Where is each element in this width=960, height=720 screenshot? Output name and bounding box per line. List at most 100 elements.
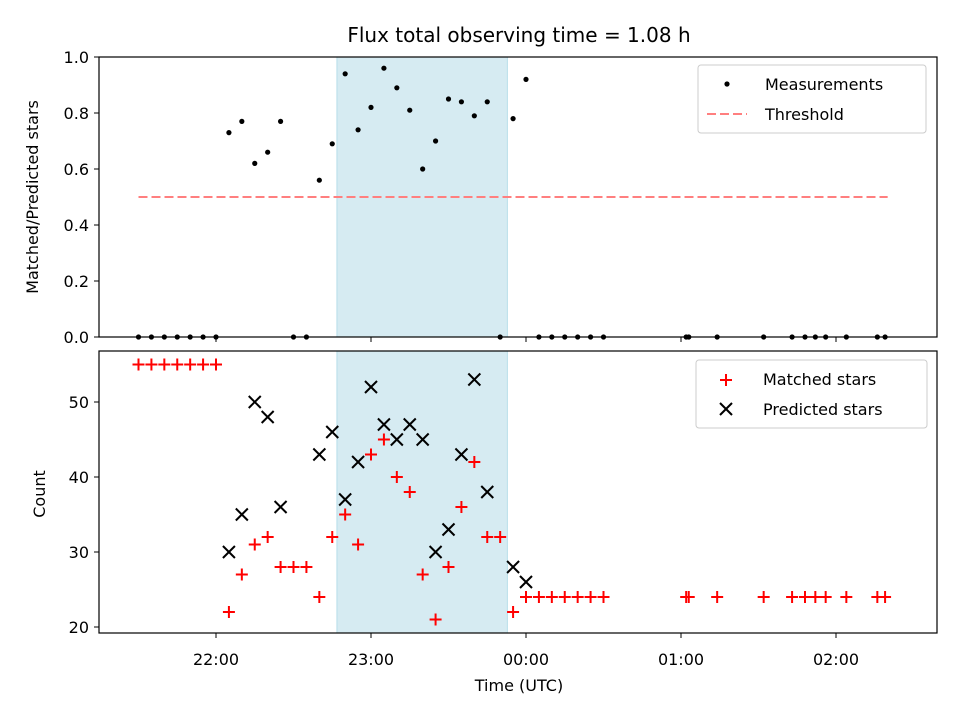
predicted-star-point: [480, 485, 494, 499]
matched-star-point: [442, 561, 455, 573]
predicted-star-point: [312, 447, 327, 462]
measurement-point: [342, 71, 348, 77]
measurement-point: [458, 99, 465, 105]
measurement-point: [510, 116, 516, 122]
measurement-point: [252, 160, 258, 166]
bottom-legend-box: [695, 359, 928, 429]
matched-star-point: [481, 531, 494, 543]
matched-star-point: [274, 561, 287, 573]
matched-star-point: [416, 568, 429, 581]
measurement-point: [432, 138, 439, 144]
measurement-point: [420, 166, 426, 172]
matched-star-point: [339, 508, 352, 521]
matched-star-point: [584, 591, 597, 603]
chart-title: Flux total observing time = 1.08 h: [347, 23, 690, 47]
bottom-legend: Matched stars Predicted stars: [695, 359, 928, 429]
matched-star-point: [507, 606, 520, 618]
predicted-star-point: [364, 380, 378, 394]
measurement-point: [394, 85, 400, 91]
matched-star-point: [809, 591, 822, 603]
measurement-point: [368, 104, 374, 110]
bottom-x-tick-label: 02:00: [813, 650, 859, 669]
bottom-x-ticks: 22:00 23:00 00:00 01:00 02:00: [193, 633, 859, 669]
legend-x-icon: [719, 402, 733, 416]
matched-star-point: [799, 591, 811, 603]
top-y-tick-label: 0.4: [64, 216, 89, 235]
matched-star-point: [210, 358, 222, 371]
top-panel: 0.0 0.2 0.4 0.6 0.8 1.0 Matched/Predicted sta…: [23, 48, 938, 347]
bottom-y-tick-label: 30: [69, 543, 89, 562]
top-y-ticks: 0.0 0.2 0.4 0.6 0.8 1.0: [64, 48, 99, 347]
predicted-star-point: [415, 432, 430, 447]
measurement-point: [316, 177, 322, 183]
bottom-y-ticks: 20 30 40 50: [69, 393, 99, 637]
matched-star-point: [132, 358, 145, 371]
matched-star-point: [184, 358, 197, 371]
x-axis-label: Time (UTC): [474, 676, 563, 695]
legend-label-matched: Matched stars: [763, 370, 876, 389]
matched-star-point: [145, 358, 158, 371]
matched-star-point: [682, 591, 695, 603]
matched-star-point: [287, 561, 300, 573]
bottom-axes-frame: [98, 350, 938, 634]
predicted-star-point: [441, 522, 456, 537]
matched-star-point: [840, 591, 853, 603]
matched-star-point: [365, 448, 377, 461]
bottom-x-tick-label: 23:00: [348, 650, 394, 669]
bottom-y-tick-label: 40: [69, 468, 89, 487]
matched-star-point: [757, 591, 770, 603]
measurement-point: [381, 65, 387, 71]
top-legend-box: [697, 64, 927, 134]
predicted-star-point: [428, 545, 443, 559]
top-y-axis-label: Matched/Predicted stars: [23, 100, 42, 294]
matched-star-point: [377, 433, 390, 446]
predicted-star-point: [248, 395, 262, 409]
measurement-point: [407, 107, 413, 113]
top-axes-frame: [98, 56, 938, 338]
bottom-x-tick-label: 01:00: [658, 650, 704, 669]
matched-star-point: [520, 591, 532, 603]
measurement-point: [471, 113, 477, 119]
predicted-star-point: [519, 575, 533, 589]
bottom-y-tick-label: 50: [69, 393, 89, 412]
measurement-point: [265, 149, 271, 155]
top-x-ticks: [215, 337, 837, 342]
top-y-tick-label: 1.0: [64, 48, 89, 67]
matched-star-point: [235, 568, 248, 581]
matched-star-point: [532, 591, 545, 603]
bottom-panel: 20 30 40 50 22:00 23:00 00:00 01:00 02:00 Count…: [30, 350, 938, 695]
matched-star-point: [558, 591, 571, 603]
matched-star-point: [455, 501, 468, 513]
top-y-tick-label: 0.8: [64, 104, 89, 123]
predicted-star-point: [377, 417, 391, 432]
top-y-tick-label: 0.6: [64, 160, 89, 179]
matched-star-point: [222, 606, 235, 618]
legend-label-threshold: Threshold: [764, 105, 844, 124]
bottom-y-axis-label: Count: [30, 470, 49, 518]
measurement-point: [226, 130, 232, 136]
predicted-star-point: [390, 432, 404, 447]
legend-label-measurements: Measurements: [765, 75, 883, 94]
predicted-star-point: [260, 410, 275, 424]
predicted-star-point: [403, 417, 417, 432]
matched-star-point: [158, 358, 171, 371]
matched-star-point: [468, 456, 481, 468]
legend-label-predicted: Predicted stars: [763, 400, 883, 419]
predicted-star-point: [325, 425, 339, 439]
predicted-star-points: [222, 372, 533, 589]
predicted-star-point: [273, 500, 288, 514]
legend-plus-icon: [720, 374, 732, 386]
matched-star-point: [597, 591, 610, 603]
matched-star-point: [197, 358, 210, 371]
measurement-point: [239, 118, 245, 124]
matched-star-point: [786, 591, 799, 603]
top-legend: Measurements Threshold: [697, 64, 927, 134]
matched-star-point: [879, 591, 892, 603]
legend-dot-icon: [724, 81, 730, 87]
bottom-x-tick-label: 00:00: [503, 650, 549, 669]
matched-star-point: [300, 561, 313, 573]
matched-star-point: [390, 471, 403, 483]
matched-star-point: [171, 358, 184, 371]
predicted-star-point: [338, 492, 352, 507]
